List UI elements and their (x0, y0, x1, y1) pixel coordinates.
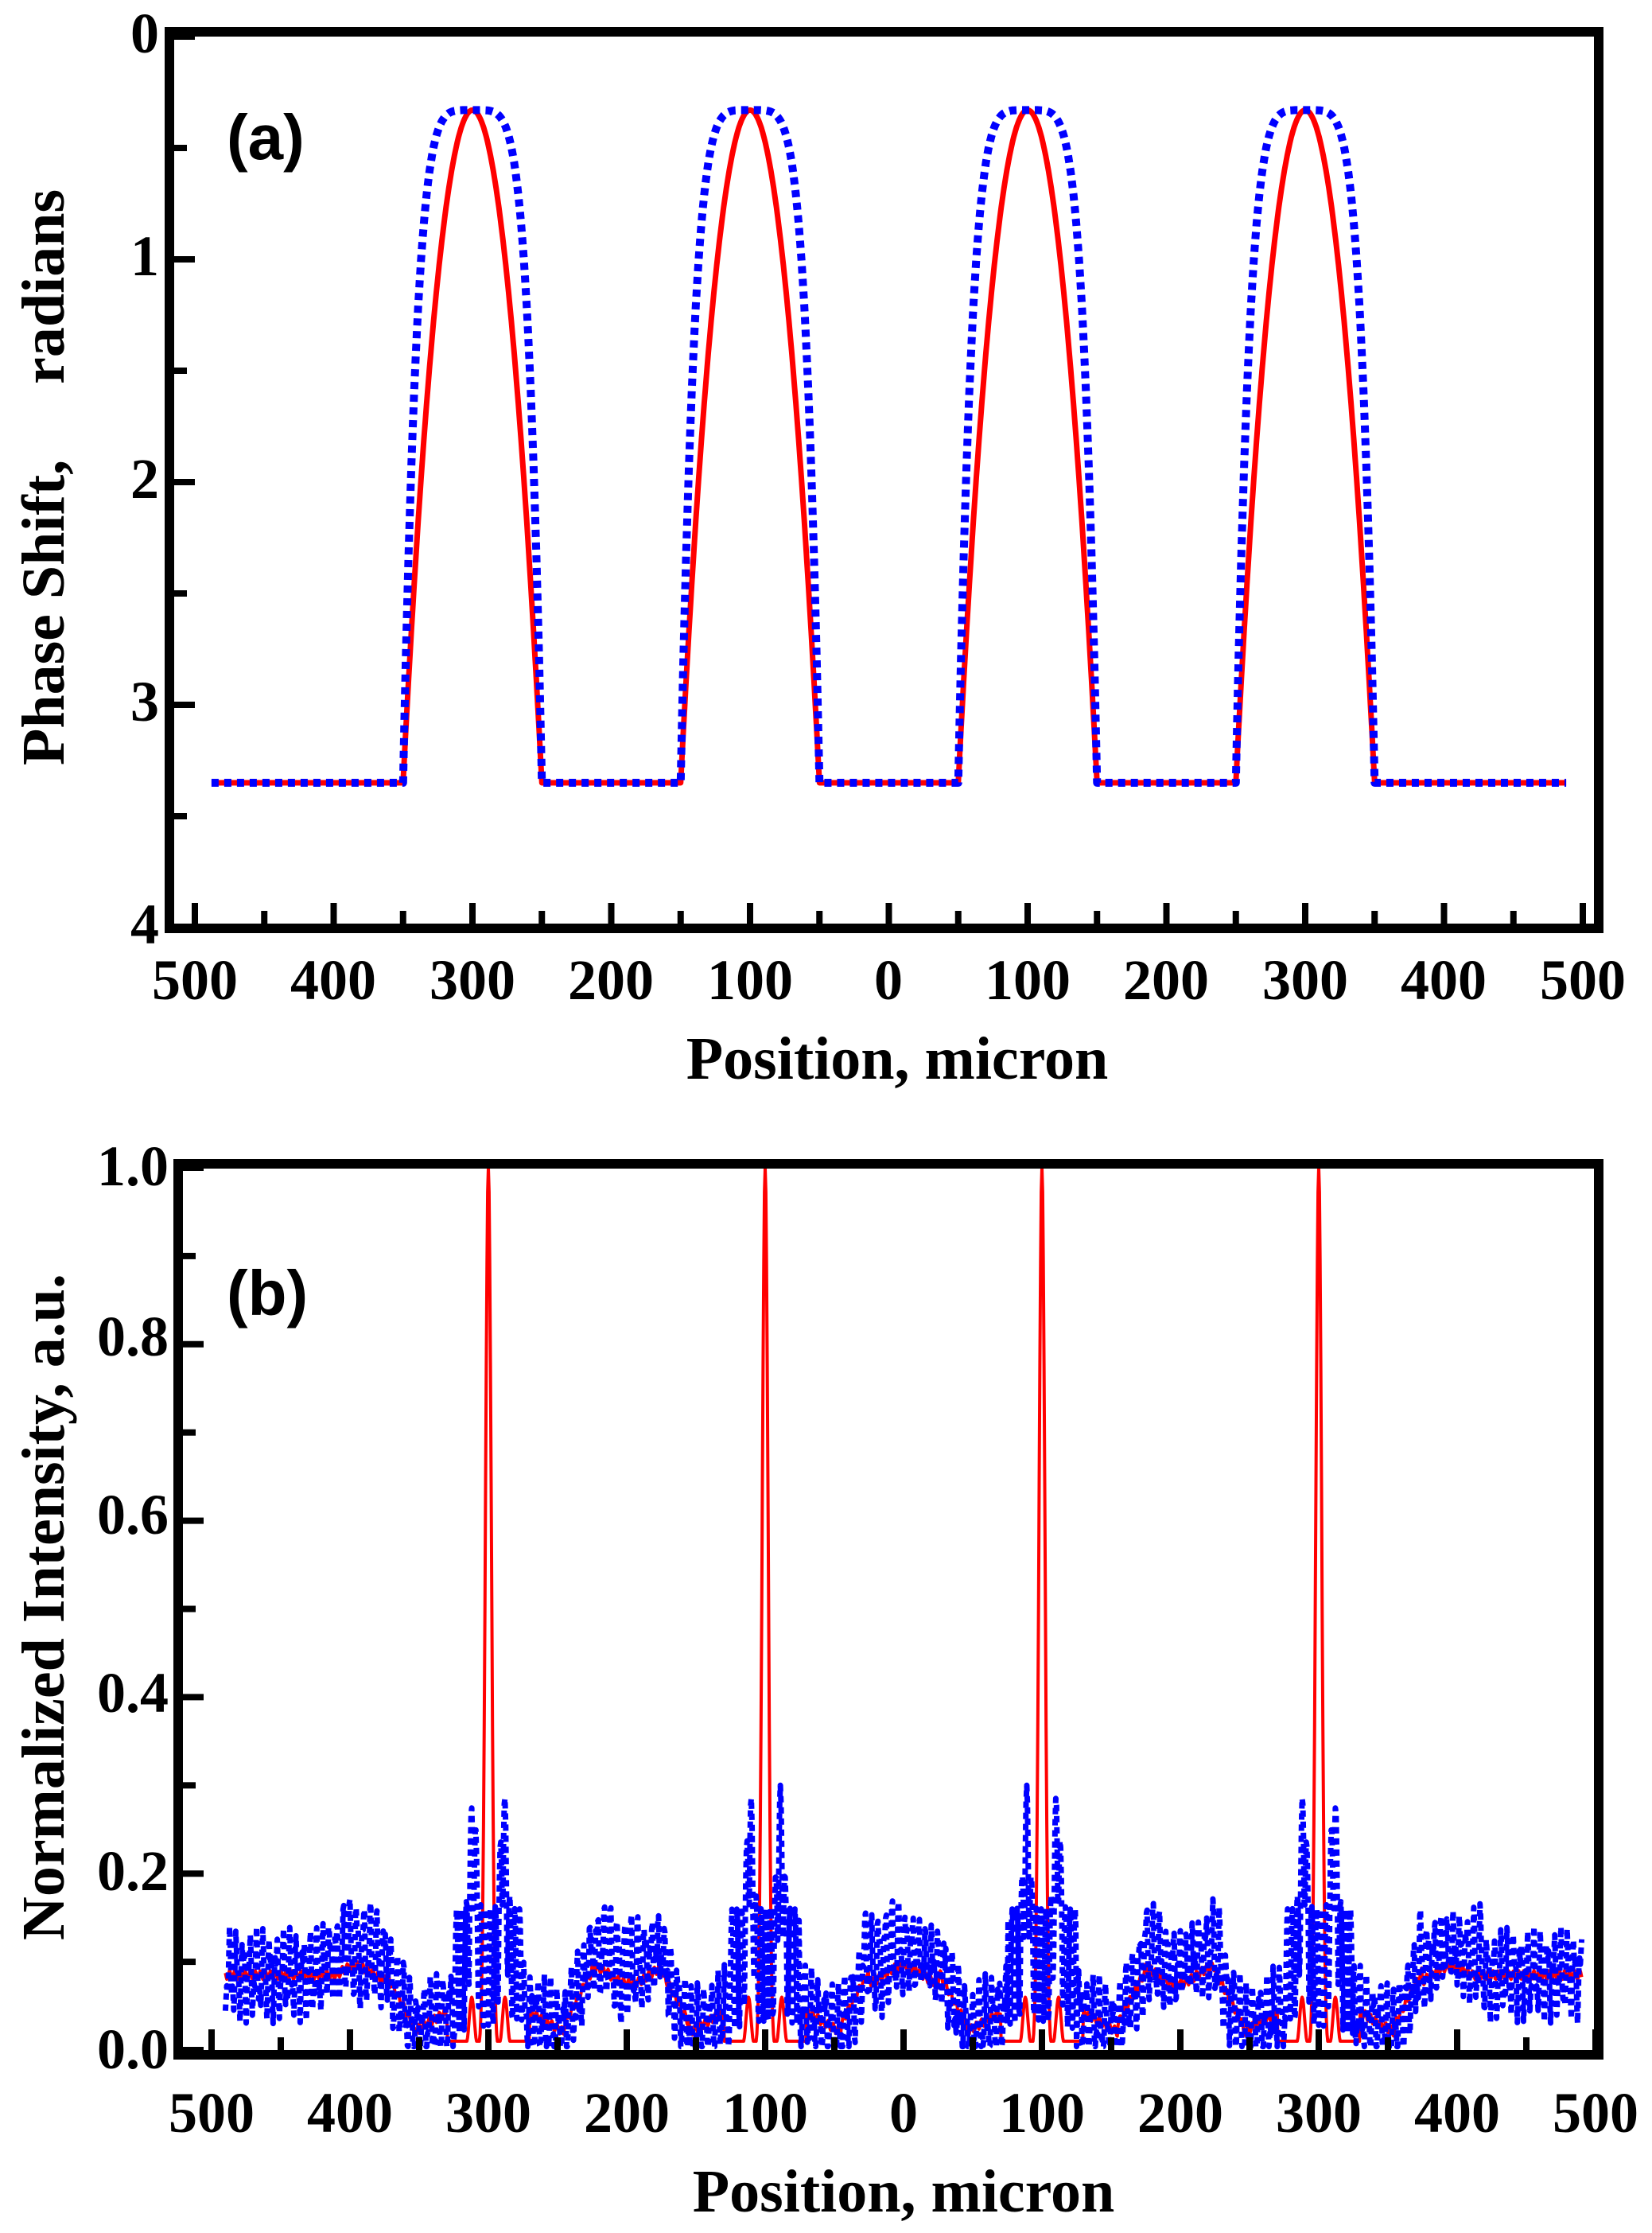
panel-a-y-axis-title: Phase Shift, radians (10, 189, 77, 765)
panel-a-x-tick-label: 500 (1540, 948, 1626, 1012)
panel-a-y-tick-label: 1 (130, 224, 159, 288)
panel-a-y-tick-label: 4 (130, 893, 159, 956)
panel-a-x-tick-label: 100 (707, 948, 793, 1012)
panel-b-y-tick-labels: 0.0 0.2 0.4 0.6 0.8 1.0 (97, 1134, 169, 2081)
panel-b-y-tick-label: 1.0 (97, 1134, 169, 1198)
panel-b-x-tick-label: 500 (169, 2081, 255, 2145)
panel-b-y-tick-label: 0.0 (97, 2017, 169, 2081)
panel-b-x-tick-label: 100 (999, 2081, 1085, 2145)
panel-b-x-tick-label: 200 (584, 2081, 670, 2145)
panel-a-y-tick-label: 0 (130, 2, 159, 65)
panel-b-label: (b) (227, 1258, 308, 1329)
panel-a-x-tick-label: 0 (874, 948, 903, 1012)
panel-b-series-flat-top (222, 1782, 1585, 2050)
panel-a-x-axis-title: Position, micron (686, 1025, 1109, 1092)
panel-a-x-tick-label: 100 (985, 948, 1071, 1012)
panel-b-y-tick-label: 0.6 (97, 1483, 169, 1546)
panel-b-y-tick-label: 0.8 (97, 1305, 169, 1368)
panel-b-y-tick-label: 0.2 (97, 1839, 169, 1903)
panel-a-x-tick-labels: 500 400 300 200 100 0 100 200 300 400 50… (152, 948, 1626, 1012)
panel-b-x-tick-label: 100 (722, 2081, 808, 2145)
panel-b-y-tick-label: 0.4 (97, 1661, 169, 1725)
panel-b-y-axis-title: Normalized Intensity, a.u. (10, 1274, 77, 1940)
panel-a-x-tick-label: 200 (1123, 948, 1209, 1012)
panel-a-x-tick-label: 400 (290, 948, 376, 1012)
panel-a-x-tick-label: 300 (1262, 948, 1348, 1012)
panel-a-series-flat-top (208, 106, 1569, 787)
panel-a-x-tick-label: 300 (430, 948, 515, 1012)
panel-b-x-tick-label: 300 (1276, 2081, 1362, 2145)
panel-b-x-tick-label: 400 (1414, 2081, 1500, 2145)
panel-b-series (222, 1166, 1585, 2050)
panel-b-x-tick-label: 400 (307, 2081, 393, 2145)
panel-b-x-tick-label: 300 (445, 2081, 531, 2145)
panel-b-x-tick-label: 0 (889, 2081, 918, 2145)
panel-a-y-tick-labels: 0 1 2 3 4 (130, 2, 159, 956)
panel-b: (b) 0.0 0.2 0.4 0.6 0.8 1.0 500 400 300 … (10, 1134, 1638, 2225)
panel-a-series (208, 106, 1569, 787)
panel-a-y-tick-label: 2 (130, 447, 159, 511)
panel-b-x-axis-title: Position, micron (693, 2158, 1115, 2225)
panel-a-plot-frame (165, 27, 1603, 933)
panel-a-x-tick-label: 200 (568, 948, 654, 1012)
panel-b-ticks (183, 1165, 1599, 2053)
panel-b-x-tick-label: 500 (1553, 2081, 1638, 2145)
panel-b-plot-frame (173, 1159, 1603, 2060)
panel-b-x-tick-labels: 500 400 300 200 100 0 100 200 300 400 50… (169, 2081, 1638, 2145)
panel-b-x-tick-label: 200 (1137, 2081, 1223, 2145)
panel-a-ticks (174, 33, 1586, 931)
panel-a: (a) 0 1 2 3 4 500 400 300 200 100 0 100 … (10, 2, 1626, 1092)
panel-a-label: (a) (227, 102, 305, 173)
panel-a-y-tick-label: 3 (130, 670, 159, 733)
panel-b-series-parabolic (224, 1166, 1584, 2043)
panel-a-x-tick-label: 500 (152, 948, 238, 1012)
panel-a-x-tick-label: 400 (1401, 948, 1487, 1012)
